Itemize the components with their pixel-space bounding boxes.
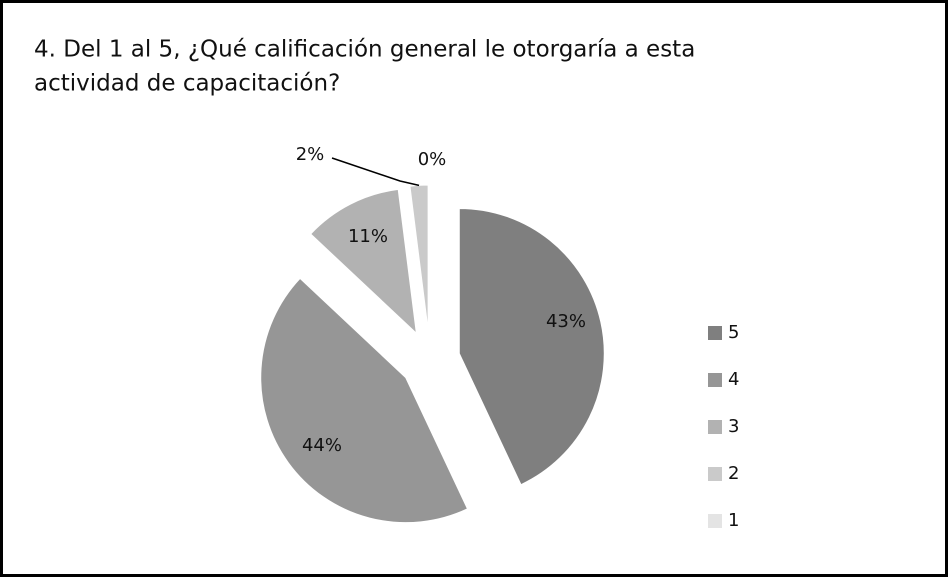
- pie-slice: [458, 207, 605, 486]
- legend-swatch: [708, 514, 722, 528]
- data-label: 11%: [348, 226, 388, 247]
- legend-swatch: [708, 373, 722, 387]
- data-label: 2%: [296, 144, 325, 165]
- legend-label: 2: [728, 463, 739, 484]
- leader-line: [331, 157, 420, 187]
- legend-label: 1: [728, 510, 739, 531]
- legend-label: 5: [728, 322, 739, 343]
- pie-slice: [309, 188, 418, 335]
- pie-slice: [260, 277, 469, 524]
- legend-swatch: [708, 420, 722, 434]
- chart-title: 4. Del 1 al 5, ¿Qué calificación general…: [34, 37, 695, 63]
- legend-swatch: [708, 467, 722, 481]
- chart-title: actividad de capacitación?: [34, 71, 340, 97]
- data-label: 43%: [546, 311, 586, 332]
- legend-label: 4: [728, 369, 739, 390]
- data-label: 44%: [302, 435, 342, 456]
- legend-label: 3: [728, 416, 739, 437]
- legend-swatch: [708, 326, 722, 340]
- data-label: 0%: [418, 149, 447, 170]
